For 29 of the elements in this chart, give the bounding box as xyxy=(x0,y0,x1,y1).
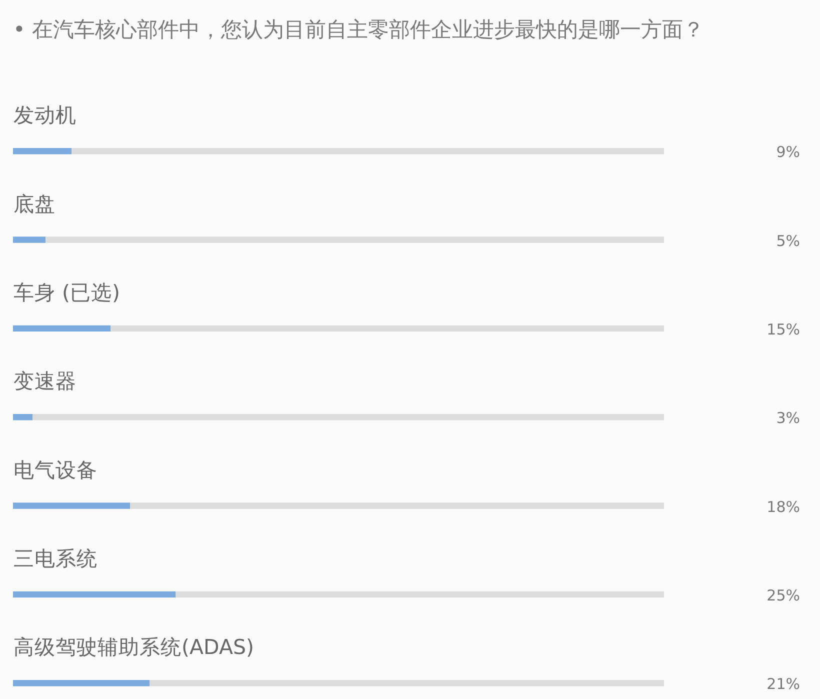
data-label: 15% xyxy=(766,320,800,338)
bar xyxy=(150,680,664,686)
bar xyxy=(32,414,664,420)
bar xyxy=(176,591,664,598)
data-label: 3% xyxy=(776,409,800,428)
y-tick-label: 高级驾驶辅助系统(ADAS) xyxy=(14,635,254,660)
data-label: 18% xyxy=(766,498,800,516)
chart-title: • 在汽车核心部件中，您认为目前自主零部件企业进步最快的是哪一方面？ xyxy=(13,18,704,42)
data-label: 5% xyxy=(776,232,800,250)
bar xyxy=(46,236,664,243)
bar xyxy=(13,414,33,420)
bar xyxy=(13,502,130,509)
bar xyxy=(72,148,664,154)
bar xyxy=(110,325,664,332)
bar xyxy=(13,148,72,154)
bar xyxy=(13,591,176,598)
y-tick-label: 三电系统 xyxy=(14,546,98,570)
y-tick-label: 变速器 xyxy=(14,369,76,394)
data-label: 21% xyxy=(766,675,800,694)
data-label: 25% xyxy=(766,586,800,604)
y-tick-label: 电气设备 xyxy=(14,458,98,482)
bar xyxy=(13,236,46,243)
y-tick-label: 发动机 xyxy=(14,103,76,128)
data-label: 9% xyxy=(776,143,800,162)
bar xyxy=(13,325,111,332)
y-tick-label: 底盘 xyxy=(14,192,56,216)
bar xyxy=(130,502,664,509)
bar xyxy=(13,680,150,686)
y-tick-label: 车身 (已选) xyxy=(14,280,120,304)
